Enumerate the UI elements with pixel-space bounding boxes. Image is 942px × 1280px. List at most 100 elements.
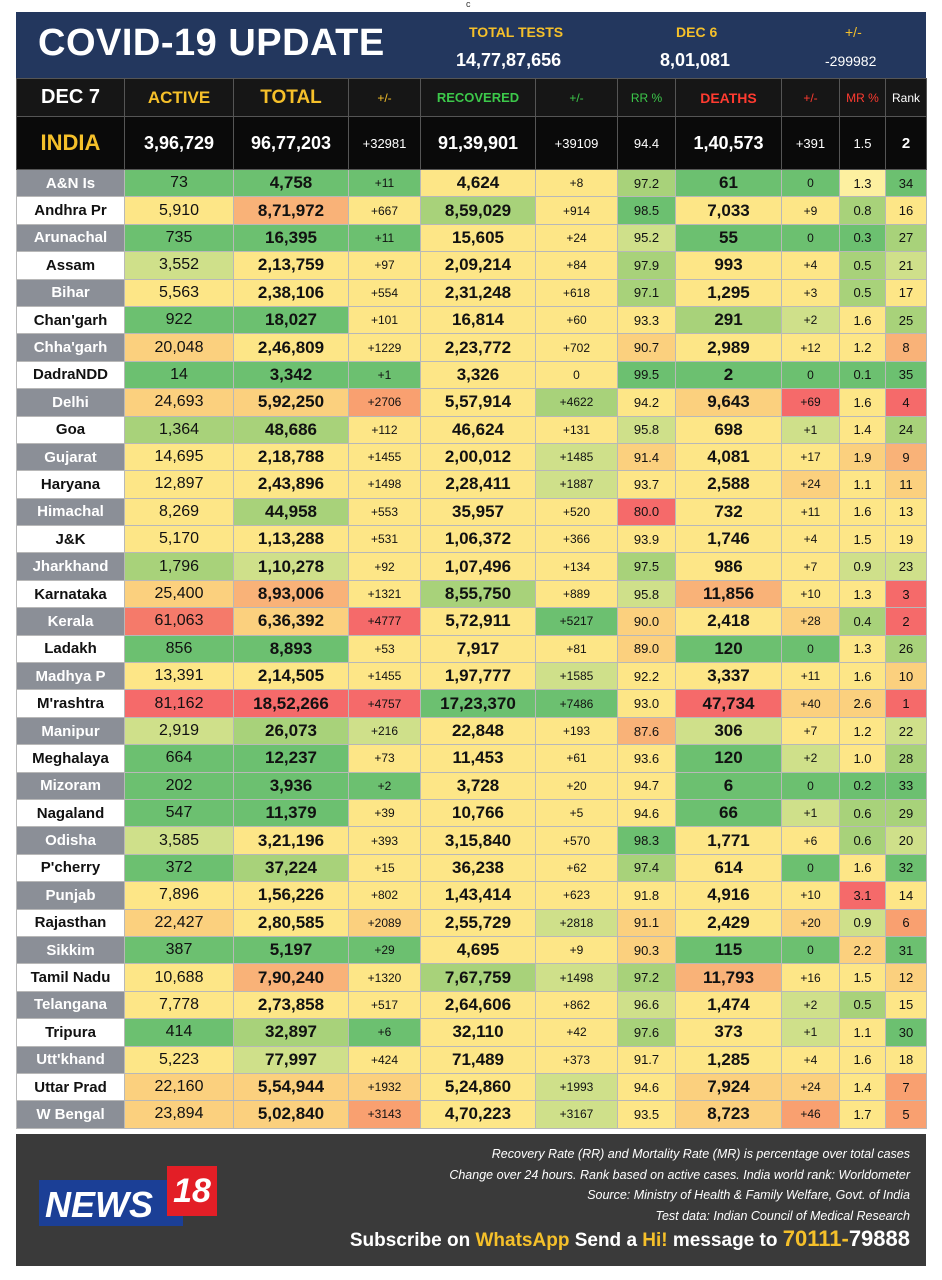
state-total-change: +4757 <box>348 689 421 718</box>
state-rank: 21 <box>885 251 927 280</box>
state-name: Ladakh <box>16 634 125 664</box>
state-recovered-change: +4622 <box>535 388 618 417</box>
state-total-change: +1321 <box>348 579 421 609</box>
state-recovered-change: +1498 <box>535 963 618 992</box>
state-total-change: +4777 <box>348 607 421 636</box>
india-rr: 94.4 <box>617 116 676 170</box>
state-total: 11,379 <box>233 798 349 828</box>
state-recovered: 2,23,772 <box>420 333 536 362</box>
phone-part-a: 70111- <box>782 1226 849 1251</box>
state-active: 8,269 <box>124 497 234 527</box>
state-mr: 1.6 <box>839 388 886 417</box>
col-rank: Rank <box>885 78 927 117</box>
state-recovered-change: +3167 <box>535 1100 618 1129</box>
state-recovered: 1,97,777 <box>420 662 536 691</box>
state-mr: 0.5 <box>839 990 886 1020</box>
india-rank: 2 <box>885 116 927 170</box>
hi-text: Hi! <box>642 1230 668 1251</box>
state-recovered-change: +7486 <box>535 689 618 718</box>
state-rr: 87.6 <box>617 716 676 746</box>
state-recovered-change: +366 <box>535 525 618 554</box>
state-recovered-change: +914 <box>535 196 618 225</box>
state-total-change: +802 <box>348 881 421 910</box>
state-name: Sikkim <box>16 935 125 965</box>
state-name: Utt'khand <box>16 1045 125 1074</box>
state-total: 2,38,106 <box>233 278 349 307</box>
state-deaths: 8,723 <box>675 1100 782 1129</box>
state-total: 3,936 <box>233 771 349 800</box>
state-deaths-change: +24 <box>781 1072 840 1102</box>
state-deaths: 9,643 <box>675 388 782 417</box>
state-table: DEC 7 ACTIVE TOTAL +/- RECOVERED +/- RR … <box>16 78 927 1129</box>
state-recovered: 4,624 <box>420 168 536 198</box>
state-total: 2,18,788 <box>233 442 349 472</box>
india-row: INDIA 3,96,729 96,77,203 +32981 91,39,90… <box>16 116 927 170</box>
state-recovered: 2,55,729 <box>420 908 536 937</box>
state-active: 414 <box>124 1018 234 1047</box>
state-row: Delhi 24,693 5,92,250 +2706 5,57,914 +4622 94.… <box>16 388 927 417</box>
state-recovered: 11,453 <box>420 744 536 773</box>
state-rr: 97.1 <box>617 278 676 307</box>
state-deaths-change: +40 <box>781 689 840 718</box>
state-row: Haryana 12,897 2,43,896 +1498 2,28,411 +1887 9… <box>16 470 927 499</box>
state-name: Assam <box>16 251 125 280</box>
state-row: Mizoram 202 3,936 +2 3,728 +20 94.7 6 0 0.2 33 <box>16 771 927 800</box>
state-deaths-change: +4 <box>781 1045 840 1074</box>
state-deaths: 11,793 <box>675 963 782 992</box>
state-recovered-change: +62 <box>535 853 618 883</box>
footer: Recovery Rate (RR) and Mortality Rate (M… <box>16 1134 926 1266</box>
state-row: Odisha 3,585 3,21,196 +393 3,15,840 +570 98.3 1… <box>16 826 927 855</box>
state-total: 5,92,250 <box>233 388 349 417</box>
state-deaths-change: 0 <box>781 853 840 883</box>
state-mr: 1.3 <box>839 634 886 664</box>
state-mr: 0.4 <box>839 607 886 636</box>
state-recovered-change: +61 <box>535 744 618 773</box>
state-deaths-change: 0 <box>781 168 840 198</box>
state-row: Tripura 414 32,897 +6 32,110 +42 97.6 373 +1 1.1 3… <box>16 1018 927 1047</box>
state-deaths-change: 0 <box>781 223 840 253</box>
state-total-change: +73 <box>348 744 421 773</box>
india-recovered: 91,39,901 <box>420 116 536 170</box>
state-name: Andhra Pr <box>16 196 125 225</box>
state-recovered-change: +84 <box>535 251 618 280</box>
state-total: 5,02,840 <box>233 1100 349 1129</box>
state-total-change: +1229 <box>348 333 421 362</box>
state-rr: 94.2 <box>617 388 676 417</box>
state-rr: 95.8 <box>617 415 676 444</box>
state-active: 5,170 <box>124 525 234 554</box>
state-name: Rajasthan <box>16 908 125 937</box>
state-active: 372 <box>124 853 234 883</box>
state-total-change: +6 <box>348 1018 421 1047</box>
state-recovered: 32,110 <box>420 1018 536 1047</box>
state-deaths: 2 <box>675 360 782 390</box>
state-mr: 1.9 <box>839 442 886 472</box>
state-rank: 14 <box>885 881 927 910</box>
state-mr: 0.5 <box>839 251 886 280</box>
state-deaths: 66 <box>675 798 782 828</box>
state-recovered: 10,766 <box>420 798 536 828</box>
state-active: 10,688 <box>124 963 234 992</box>
note-line: Test data: Indian Council of Medical Res… <box>655 1208 910 1223</box>
state-total: 2,80,585 <box>233 908 349 937</box>
state-mr: 1.5 <box>839 525 886 554</box>
state-rank: 4 <box>885 388 927 417</box>
subscribe-text: message to <box>667 1230 783 1251</box>
state-total: 2,43,896 <box>233 470 349 499</box>
state-rank: 25 <box>885 305 927 335</box>
state-rank: 22 <box>885 716 927 746</box>
col-rr: RR % <box>617 78 676 117</box>
india-active: 3,96,729 <box>124 116 234 170</box>
state-active: 7,778 <box>124 990 234 1020</box>
state-active: 3,585 <box>124 826 234 855</box>
state-row: Arunachal 735 16,395 +11 15,605 +24 95.2 55 0 0.3… <box>16 223 927 253</box>
state-deaths-change: +2 <box>781 744 840 773</box>
state-total: 1,13,288 <box>233 525 349 554</box>
state-recovered-change: +373 <box>535 1045 618 1074</box>
state-recovered: 36,238 <box>420 853 536 883</box>
state-total: 1,10,278 <box>233 552 349 581</box>
state-rr: 90.0 <box>617 607 676 636</box>
state-mr: 1.3 <box>839 168 886 198</box>
state-recovered: 1,06,372 <box>420 525 536 554</box>
state-active: 61,063 <box>124 607 234 636</box>
state-name: J&K <box>16 525 125 554</box>
